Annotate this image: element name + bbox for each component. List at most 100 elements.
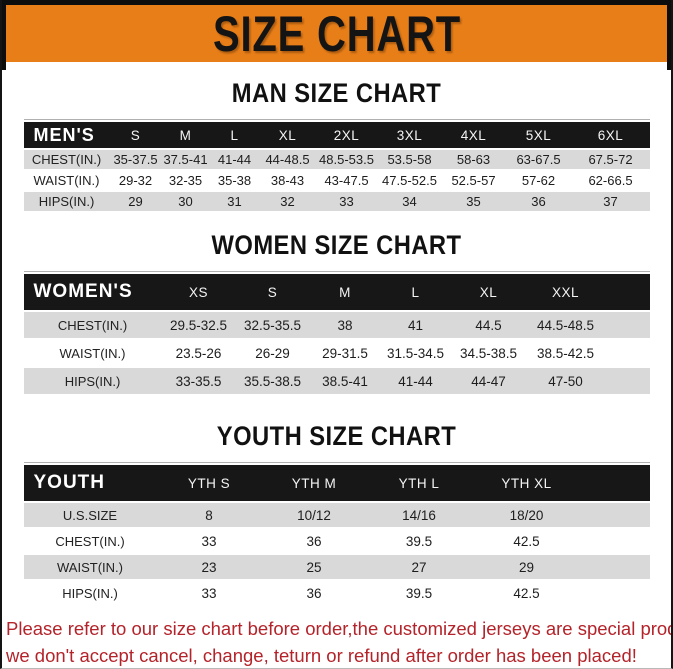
filler-cell (581, 529, 650, 553)
size-column-header: YTH L (366, 465, 472, 501)
measurement-value: 37.5-41 (161, 150, 210, 169)
man-size-table: MEN'S S M L XL 2XL 3XL 4XL 5XL 6XL CHEST(IN.) 35-37… (23, 119, 650, 213)
measurement-value: 23 (156, 555, 262, 579)
measurement-value: 44.5 (450, 312, 527, 338)
measurement-value: 36 (261, 529, 367, 553)
filler-cell (604, 274, 650, 310)
measurement-value: 47-50 (526, 368, 605, 394)
measurement-value: 41-44 (380, 368, 451, 394)
row-label: CHEST(IN.) (23, 150, 110, 169)
table-row: WAIST(IN.) 29-32 32-35 35-38 38-43 43-47.5 47.… (23, 171, 650, 190)
table-corner-label: WOMEN'S (23, 274, 162, 310)
measurement-value: 37 (571, 192, 650, 211)
measurement-value: 33 (156, 581, 262, 605)
section-women-size-chart: WOMEN SIZE CHART WOMEN'S XS S M L XL XXL CHEST(… (2, 230, 671, 396)
size-column-header: S (109, 122, 162, 148)
size-column-header: XL (450, 274, 527, 310)
measurement-value: 41 (380, 312, 451, 338)
size-column-header: M (309, 274, 381, 310)
measurement-value: 26-29 (235, 340, 310, 366)
measurement-value: 62-66.5 (571, 171, 650, 190)
size-column-header: 4XL (441, 122, 506, 148)
measurement-value: 29 (471, 555, 582, 579)
table-row: WAIST(IN.) 23.5-26 26-29 29-31.5 31.5-34.5 34… (23, 340, 650, 366)
measurement-value: 23.5-26 (161, 340, 236, 366)
row-label: WAIST(IN.) (23, 555, 157, 579)
section-man-size-chart: MAN SIZE CHART MEN'S S M L XL 2XL 3XL 4XL 5XL 6XL… (2, 78, 671, 213)
table-row: HIPS(IN.) 29 30 31 32 33 34 35 36 37 (23, 192, 650, 211)
table-row: HIPS(IN.) 33 36 39.5 42.5 (23, 581, 650, 605)
youth-size-table: YOUTH YTH S YTH M YTH L YTH XL U.S.SIZE 8 10/12… (23, 462, 650, 607)
size-column-header: L (380, 274, 451, 310)
table-corner-label: YOUTH (23, 465, 157, 501)
measurement-value: 8 (156, 503, 262, 527)
size-column-header: 2XL (315, 122, 378, 148)
measurement-value: 33 (315, 192, 378, 211)
table-row: CHEST(IN.) 33 36 39.5 42.5 (23, 529, 650, 553)
measurement-value: 29.5-32.5 (161, 312, 236, 338)
measurement-value: 10/12 (261, 503, 367, 527)
measurement-value: 35.5-38.5 (235, 368, 310, 394)
measurement-value: 42.5 (471, 529, 582, 553)
measurement-value: 29 (109, 192, 162, 211)
measurement-value: 38 (309, 312, 381, 338)
table-corner-label: MEN'S (23, 122, 110, 148)
filler-cell (581, 581, 650, 605)
table-row: U.S.SIZE 8 10/12 14/16 18/20 (23, 503, 650, 527)
measurement-value: 39.5 (366, 529, 472, 553)
measurement-value: 35-38 (209, 171, 260, 190)
size-column-header: YTH S (156, 465, 262, 501)
filler-cell (581, 465, 650, 501)
measurement-value: 18/20 (471, 503, 582, 527)
measurement-value: 31.5-34.5 (380, 340, 451, 366)
size-column-header: XL (259, 122, 316, 148)
measurement-value: 53.5-58 (377, 150, 442, 169)
measurement-value: 31 (209, 192, 260, 211)
row-label: U.S.SIZE (23, 503, 157, 527)
measurement-value: 35-37.5 (109, 150, 162, 169)
banner-background: SIZE CHART (6, 5, 667, 62)
measurement-value: 42.5 (471, 581, 582, 605)
section-youth-size-chart: YOUTH SIZE CHART YOUTH YTH S YTH M YTH L YTH… (2, 421, 671, 607)
banner: SIZE CHART (2, 0, 671, 70)
measurement-value: 34 (377, 192, 442, 211)
row-label: CHEST(IN.) (23, 529, 157, 553)
size-column-header: XXL (526, 274, 605, 310)
women-size-table: WOMEN'S XS S M L XL XXL CHEST(IN.) 29.5-32.5 32.5… (23, 271, 650, 396)
measurement-value: 48.5-53.5 (315, 150, 378, 169)
table-row: CHEST(IN.) 35-37.5 37.5-41 41-44 44-48.5 48.5… (23, 150, 650, 169)
man-section-title: MAN SIZE CHART (231, 78, 442, 108)
page-title: SIZE CHART (212, 5, 461, 62)
size-column-header: 3XL (377, 122, 442, 148)
size-column-header: YTH M (261, 465, 367, 501)
measurement-value: 44.5-48.5 (526, 312, 605, 338)
size-column-header: XS (161, 274, 236, 310)
row-label: WAIST(IN.) (23, 340, 162, 366)
measurement-value: 47.5-52.5 (377, 171, 442, 190)
footer-line-2: we don't accept cancel, change, teturn o… (6, 645, 637, 666)
filler-cell (604, 312, 650, 338)
row-label: CHEST(IN.) (23, 312, 162, 338)
banner-bottom-gap (6, 62, 667, 70)
measurement-value: 41-44 (209, 150, 260, 169)
footer-line-1: Please refer to our size chart before or… (6, 618, 673, 639)
footer-note: Please refer to our size chart before or… (2, 607, 673, 668)
row-label: HIPS(IN.) (23, 192, 110, 211)
measurement-value: 32 (259, 192, 316, 211)
size-column-header: YTH XL (471, 465, 582, 501)
measurement-value: 44-47 (450, 368, 527, 394)
measurement-value: 63-67.5 (505, 150, 572, 169)
measurement-value: 14/16 (366, 503, 472, 527)
measurement-value: 38.5-42.5 (526, 340, 605, 366)
size-column-header: 5XL (505, 122, 572, 148)
measurement-value: 57-62 (505, 171, 572, 190)
women-section-title: WOMEN SIZE CHART (211, 230, 462, 260)
measurement-value: 33-35.5 (161, 368, 236, 394)
measurement-value: 36 (505, 192, 572, 211)
table-row: HIPS(IN.) 33-35.5 35.5-38.5 38.5-41 41-44 44-… (23, 368, 650, 394)
measurement-value: 32-35 (161, 171, 210, 190)
filler-cell (604, 340, 650, 366)
measurement-value: 43-47.5 (315, 171, 378, 190)
measurement-value: 39.5 (366, 581, 472, 605)
